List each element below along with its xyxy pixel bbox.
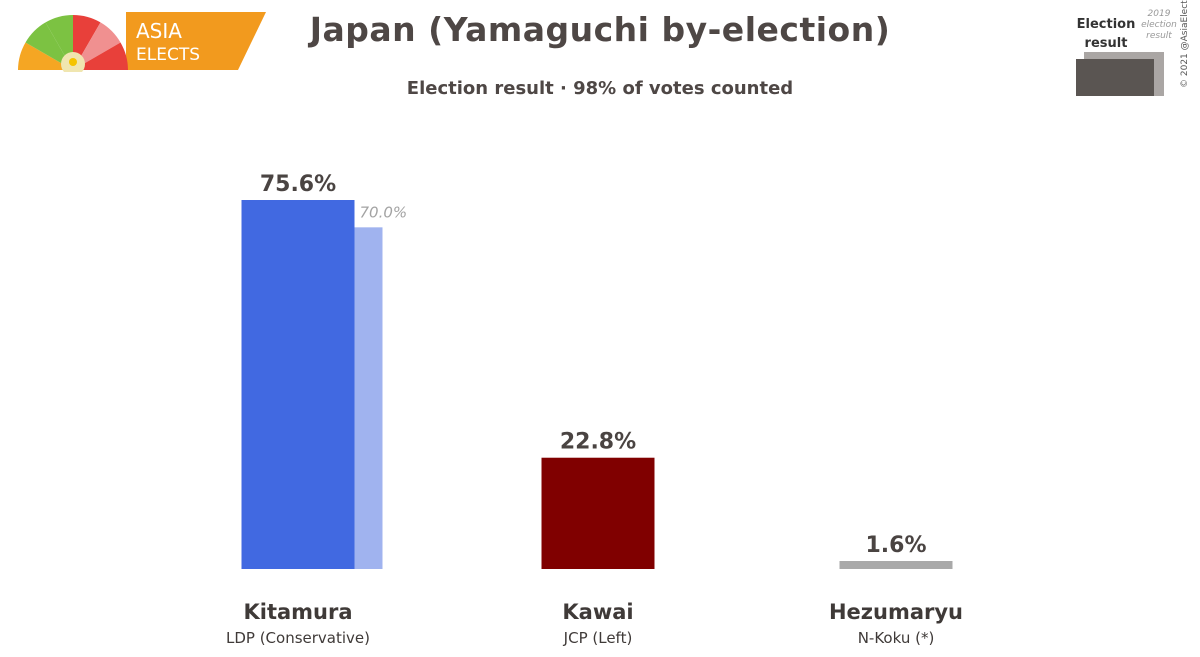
candidate-party: JCP (Left) <box>563 629 633 647</box>
chart-title: Japan (Yamaguchi by-election) <box>309 10 891 49</box>
logo-banner <box>126 12 266 70</box>
legend: Election result 2019 election result <box>1076 9 1177 96</box>
chart-subtitle: Election result · 98% of votes counted <box>406 78 794 99</box>
data-label-kitamura: 75.6% <box>260 172 336 197</box>
logo-elects-text: ELECTS <box>136 45 200 65</box>
candidate-party: LDP (Conservative) <box>226 629 370 647</box>
candidate-party: N-Koku (*) <box>858 629 935 647</box>
asia-elects-logo: ASIA ELECTS <box>18 12 266 72</box>
data-label-hezumaryu: 1.6% <box>865 533 926 558</box>
candidate-name: Kawai <box>562 600 633 624</box>
bar-kitamura <box>241 200 355 569</box>
data-label-previous-kitamura: 70.0% <box>360 203 408 221</box>
logo-fan <box>18 15 128 72</box>
bar-hezumaryu <box>839 561 953 569</box>
bar-previous-kitamura <box>354 227 383 570</box>
legend-current-label: result <box>1085 36 1128 51</box>
data-label-kawai: 22.8% <box>560 430 636 455</box>
candidate-name: Hezumaryu <box>829 600 963 624</box>
legend-previous-label: result <box>1146 31 1172 41</box>
logo-asia-text: ASIA <box>136 19 182 43</box>
legend-current-label: Election <box>1077 17 1136 32</box>
candidate-name: Kitamura <box>243 600 352 624</box>
bar-kawai <box>541 457 655 569</box>
legend-previous-label: election <box>1141 20 1177 30</box>
legend-current-swatch <box>1076 59 1154 96</box>
legend-previous-label: 2019 <box>1148 9 1171 19</box>
